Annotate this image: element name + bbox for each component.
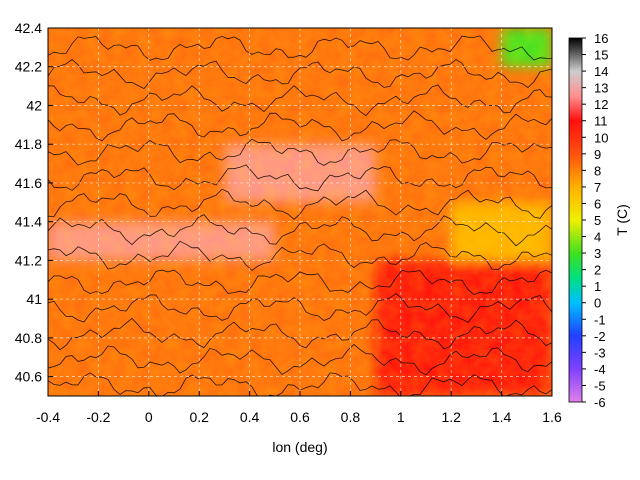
colorbar-tick-label: 4 — [594, 230, 601, 245]
y-tick-label: 41.8 — [15, 136, 42, 152]
colorbar-tick-label: -5 — [594, 378, 606, 393]
colorbar-tick-label: 10 — [594, 130, 608, 145]
colorbar-tick-label: 6 — [594, 196, 601, 211]
y-tick-label: 41.6 — [15, 175, 42, 191]
colorbar-tick-label: 0 — [594, 296, 601, 311]
y-tick-label: 41 — [26, 291, 42, 307]
colorbar-tick-label: -6 — [594, 395, 606, 410]
x-tick-label: -0.4 — [36, 409, 60, 425]
colorbar-tick-label: 2 — [594, 263, 601, 278]
contour-line — [48, 293, 552, 323]
colorbar-tick-label: 1 — [594, 279, 601, 294]
y-axis: 40.6 40.8 41 41.2 41.4 41.6 41.8 42 42.2 42.4 — [15, 20, 53, 385]
colorbar — [568, 37, 583, 403]
colorbar-tick-label: 13 — [594, 81, 608, 96]
y-tick-label: 40.8 — [15, 330, 42, 346]
colorbar-label: T (C) — [614, 204, 630, 236]
x-tick-label: 0.6 — [290, 409, 310, 425]
x-tick-label: -0.2 — [86, 409, 110, 425]
colorbar-tick-label: -3 — [594, 345, 606, 360]
colorbar-tick-label: -1 — [594, 312, 606, 327]
contour-line — [48, 58, 552, 90]
contour-line — [48, 214, 552, 247]
y-tick-label: 41.4 — [15, 214, 42, 230]
colorbar-tick-label: 12 — [594, 97, 608, 112]
x-axis-label: lon (deg) — [272, 439, 327, 455]
y-tick-label: 41.2 — [15, 252, 42, 268]
colorbar-tick-label: 8 — [594, 163, 601, 178]
x-tick-label: 1.2 — [441, 409, 461, 425]
x-tick-label: 1.6 — [542, 409, 562, 425]
colorbar-tick-label: 3 — [594, 246, 601, 261]
grid-lines — [47, 27, 553, 396]
contour-line — [48, 35, 552, 61]
contour-line — [48, 138, 552, 166]
x-tick-label: 1 — [397, 409, 405, 425]
y-tick-label: 42.4 — [15, 20, 42, 36]
contour-line — [48, 317, 552, 351]
colorbar-tick-label: 9 — [594, 147, 601, 162]
colorbar-tick-label: -2 — [594, 329, 606, 344]
x-tick-label: 0.8 — [341, 409, 361, 425]
colorbar-tick-label: -4 — [594, 362, 606, 377]
x-tick-label: 0.4 — [240, 409, 260, 425]
colorbar-tick-label: 15 — [594, 48, 608, 63]
y-tick-label: 40.6 — [15, 369, 42, 385]
colorbar-tick-label: 7 — [594, 180, 601, 195]
colorbar-tick-label: 5 — [594, 213, 601, 228]
x-tick-label: 1.4 — [492, 409, 512, 425]
y-tick-label: 42.2 — [15, 59, 42, 75]
y-tick-label: 42 — [26, 97, 42, 113]
colorbar-tick-label: 14 — [594, 64, 608, 79]
contour-line — [48, 164, 552, 192]
colorbar-tick-label: 11 — [594, 114, 608, 129]
colorbar-tick-label: 16 — [594, 31, 608, 46]
x-axis: -0.4 -0.2 0 0.2 0.4 0.6 0.8 1 1.2 1.4 1.6 — [36, 391, 562, 425]
x-tick-label: 0 — [145, 409, 153, 425]
contour-line — [48, 269, 552, 296]
x-tick-label: 0.2 — [189, 409, 209, 425]
